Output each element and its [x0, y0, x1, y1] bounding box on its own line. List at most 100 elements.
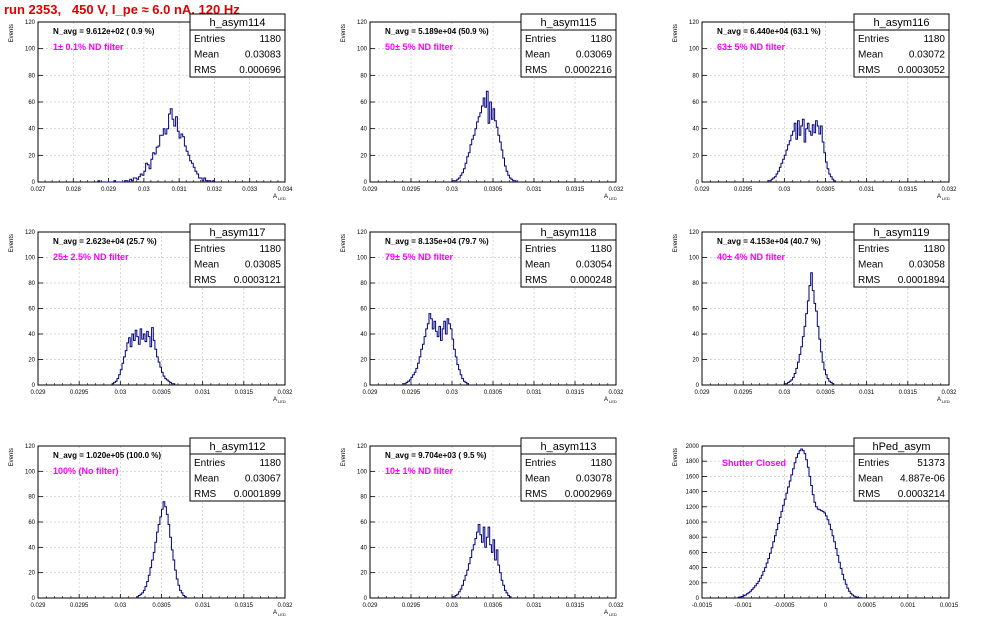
- x-axis-label-sub: LED: [278, 399, 286, 404]
- stats-label-mean: Mean: [858, 50, 883, 61]
- x-tick-label: 0.0015: [940, 603, 959, 609]
- histogram-line: [737, 448, 863, 599]
- x-tick-label: 0.031: [526, 390, 542, 396]
- stats-label-rms: RMS: [194, 65, 217, 76]
- x-tick-label: 0.03: [446, 187, 458, 193]
- y-tick-label: 100: [25, 256, 36, 262]
- stats-value-rms: 0.0001899: [234, 489, 282, 500]
- filter-label: Shutter Closed: [722, 458, 786, 468]
- stats-label-rms: RMS: [525, 65, 548, 76]
- x-tick-label: 0.03: [446, 603, 458, 609]
- stats-value-mean: 0.03069: [576, 50, 613, 61]
- y-axis-label: Events: [341, 448, 347, 466]
- histogram-name: h_asym114: [209, 17, 265, 29]
- x-tick-label: 0.031: [195, 603, 211, 609]
- y-tick-label: 80: [28, 495, 35, 501]
- stats-box: [853, 437, 950, 502]
- stats-value-entries: 1180: [590, 458, 612, 469]
- stats-label-mean: Mean: [525, 50, 550, 61]
- x-tick-label: 0.032: [277, 390, 293, 396]
- histogram-panel-h_asym115: 0.029 0.0295 0.03 0.0305 0.031 0.0315 0.032 0 20…: [341, 13, 624, 201]
- y-tick-label: 0: [32, 383, 36, 389]
- y-tick-label: 40: [692, 127, 699, 133]
- x-axis-label: A: [937, 194, 941, 200]
- stats-value-entries: 51373: [917, 458, 945, 469]
- stats-label-rms: RMS: [194, 489, 217, 500]
- stats-label-entries: Entries: [194, 244, 225, 255]
- y-tick-label: 80: [28, 73, 35, 79]
- histogram-line: [767, 118, 836, 182]
- histogram-panel-h_asym112: 0.029 0.0295 0.03 0.0305 0.031 0.0315 0.032 0 20…: [9, 437, 293, 617]
- x-tick-label: 0.0305: [152, 390, 171, 396]
- x-axis-label-sub: LED: [609, 399, 617, 404]
- y-tick-label: 20: [28, 571, 35, 577]
- x-tick-label: 0.0315: [235, 603, 254, 609]
- x-axis-label-sub: LED: [278, 612, 286, 617]
- x-tick-label: 0.029: [30, 390, 46, 396]
- x-tick-label: 0.0315: [235, 390, 254, 396]
- x-tick-label: 0.029: [101, 187, 117, 193]
- y-tick-label: 100: [357, 47, 368, 53]
- y-tick-label: 1000: [686, 520, 700, 526]
- x-tick-label: 0.0305: [816, 187, 835, 193]
- y-axis-label: Events: [673, 234, 679, 252]
- x-tick-label: 0.032: [941, 187, 957, 193]
- histogram-panel-h_asym114: 0.027 0.028 0.029 0.03 0.031 0.032 0.033 0.034 0…: [9, 13, 293, 201]
- histogram-line: [402, 313, 469, 385]
- x-tick-label: 0.0305: [152, 603, 171, 609]
- y-tick-label: 2000: [686, 444, 700, 450]
- stats-value-rms: 0.0002216: [565, 65, 613, 76]
- y-tick-label: 800: [689, 535, 700, 541]
- histogram-line: [97, 108, 215, 183]
- filter-label: 40± 4% ND filter: [717, 252, 785, 262]
- stats-label-entries: Entries: [858, 458, 889, 469]
- filter-label: 25± 2.5% ND filter: [53, 252, 129, 262]
- navg-label: N_avg = 1.020e+05 (100.0 %): [53, 451, 161, 460]
- y-tick-label: 80: [28, 281, 35, 287]
- y-tick-label: 60: [360, 520, 367, 526]
- y-axis-label: Events: [341, 234, 347, 252]
- stats-label-mean: Mean: [525, 260, 550, 271]
- y-tick-label: 20: [360, 358, 367, 364]
- y-tick-label: 40: [360, 332, 367, 338]
- x-tick-label: 0.029: [30, 603, 46, 609]
- x-tick-label: 0.031: [526, 187, 542, 193]
- stats-label-entries: Entries: [194, 458, 225, 469]
- x-tick-label: 0.031: [526, 603, 542, 609]
- filter-label: 63± 5% ND filter: [717, 42, 785, 52]
- x-axis-label-sub: LED: [278, 196, 286, 201]
- y-tick-label: 0: [32, 180, 36, 186]
- y-tick-label: 120: [689, 20, 700, 26]
- stats-value-rms: 0.0001894: [898, 275, 946, 286]
- x-tick-label: 0.03: [114, 390, 126, 396]
- y-tick-label: 0: [364, 180, 368, 186]
- histogram-panel-h_asym117: 0.029 0.0295 0.03 0.0305 0.031 0.0315 0.032 0 20…: [9, 223, 293, 404]
- y-tick-label: 60: [692, 307, 699, 313]
- histogram-panel-hPed_asym: -0.0015 -0.001 -0.0005 0 0.0005 0.001 0.0015 0 2…: [673, 437, 959, 609]
- x-tick-label: 0.0295: [402, 187, 421, 193]
- histogram-panel-h_asym119: 0.029 0.0295 0.03 0.0305 0.031 0.0315 0.032 0 20…: [673, 223, 957, 404]
- x-axis-label: A: [604, 194, 608, 200]
- y-tick-label: 600: [689, 550, 700, 556]
- stats-label-rms: RMS: [525, 489, 548, 500]
- x-tick-label: 0.033: [242, 187, 258, 193]
- navg-label: N_avg = 6.440e+04 (63.1 %): [717, 27, 821, 36]
- stats-value-rms: 0.0003214: [898, 489, 946, 500]
- stats-value-rms: 0.0003121: [234, 275, 282, 286]
- x-tick-label: -0.0005: [774, 603, 795, 609]
- stats-label-entries: Entries: [525, 458, 556, 469]
- y-tick-label: 0: [364, 383, 368, 389]
- x-tick-label: 0.03: [446, 390, 458, 396]
- stats-value-mean: 0.03067: [245, 474, 282, 485]
- y-tick-label: 400: [689, 566, 700, 572]
- x-tick-label: 0.029: [694, 187, 710, 193]
- y-tick-label: 60: [28, 307, 35, 313]
- x-tick-label: 0.0315: [566, 390, 585, 396]
- y-tick-label: 40: [28, 332, 35, 338]
- y-tick-label: 0: [364, 596, 368, 602]
- x-tick-label: 0.031: [172, 187, 188, 193]
- y-tick-label: 100: [689, 47, 700, 53]
- x-tick-label: 0.0295: [402, 390, 421, 396]
- y-tick-label: 120: [25, 444, 36, 450]
